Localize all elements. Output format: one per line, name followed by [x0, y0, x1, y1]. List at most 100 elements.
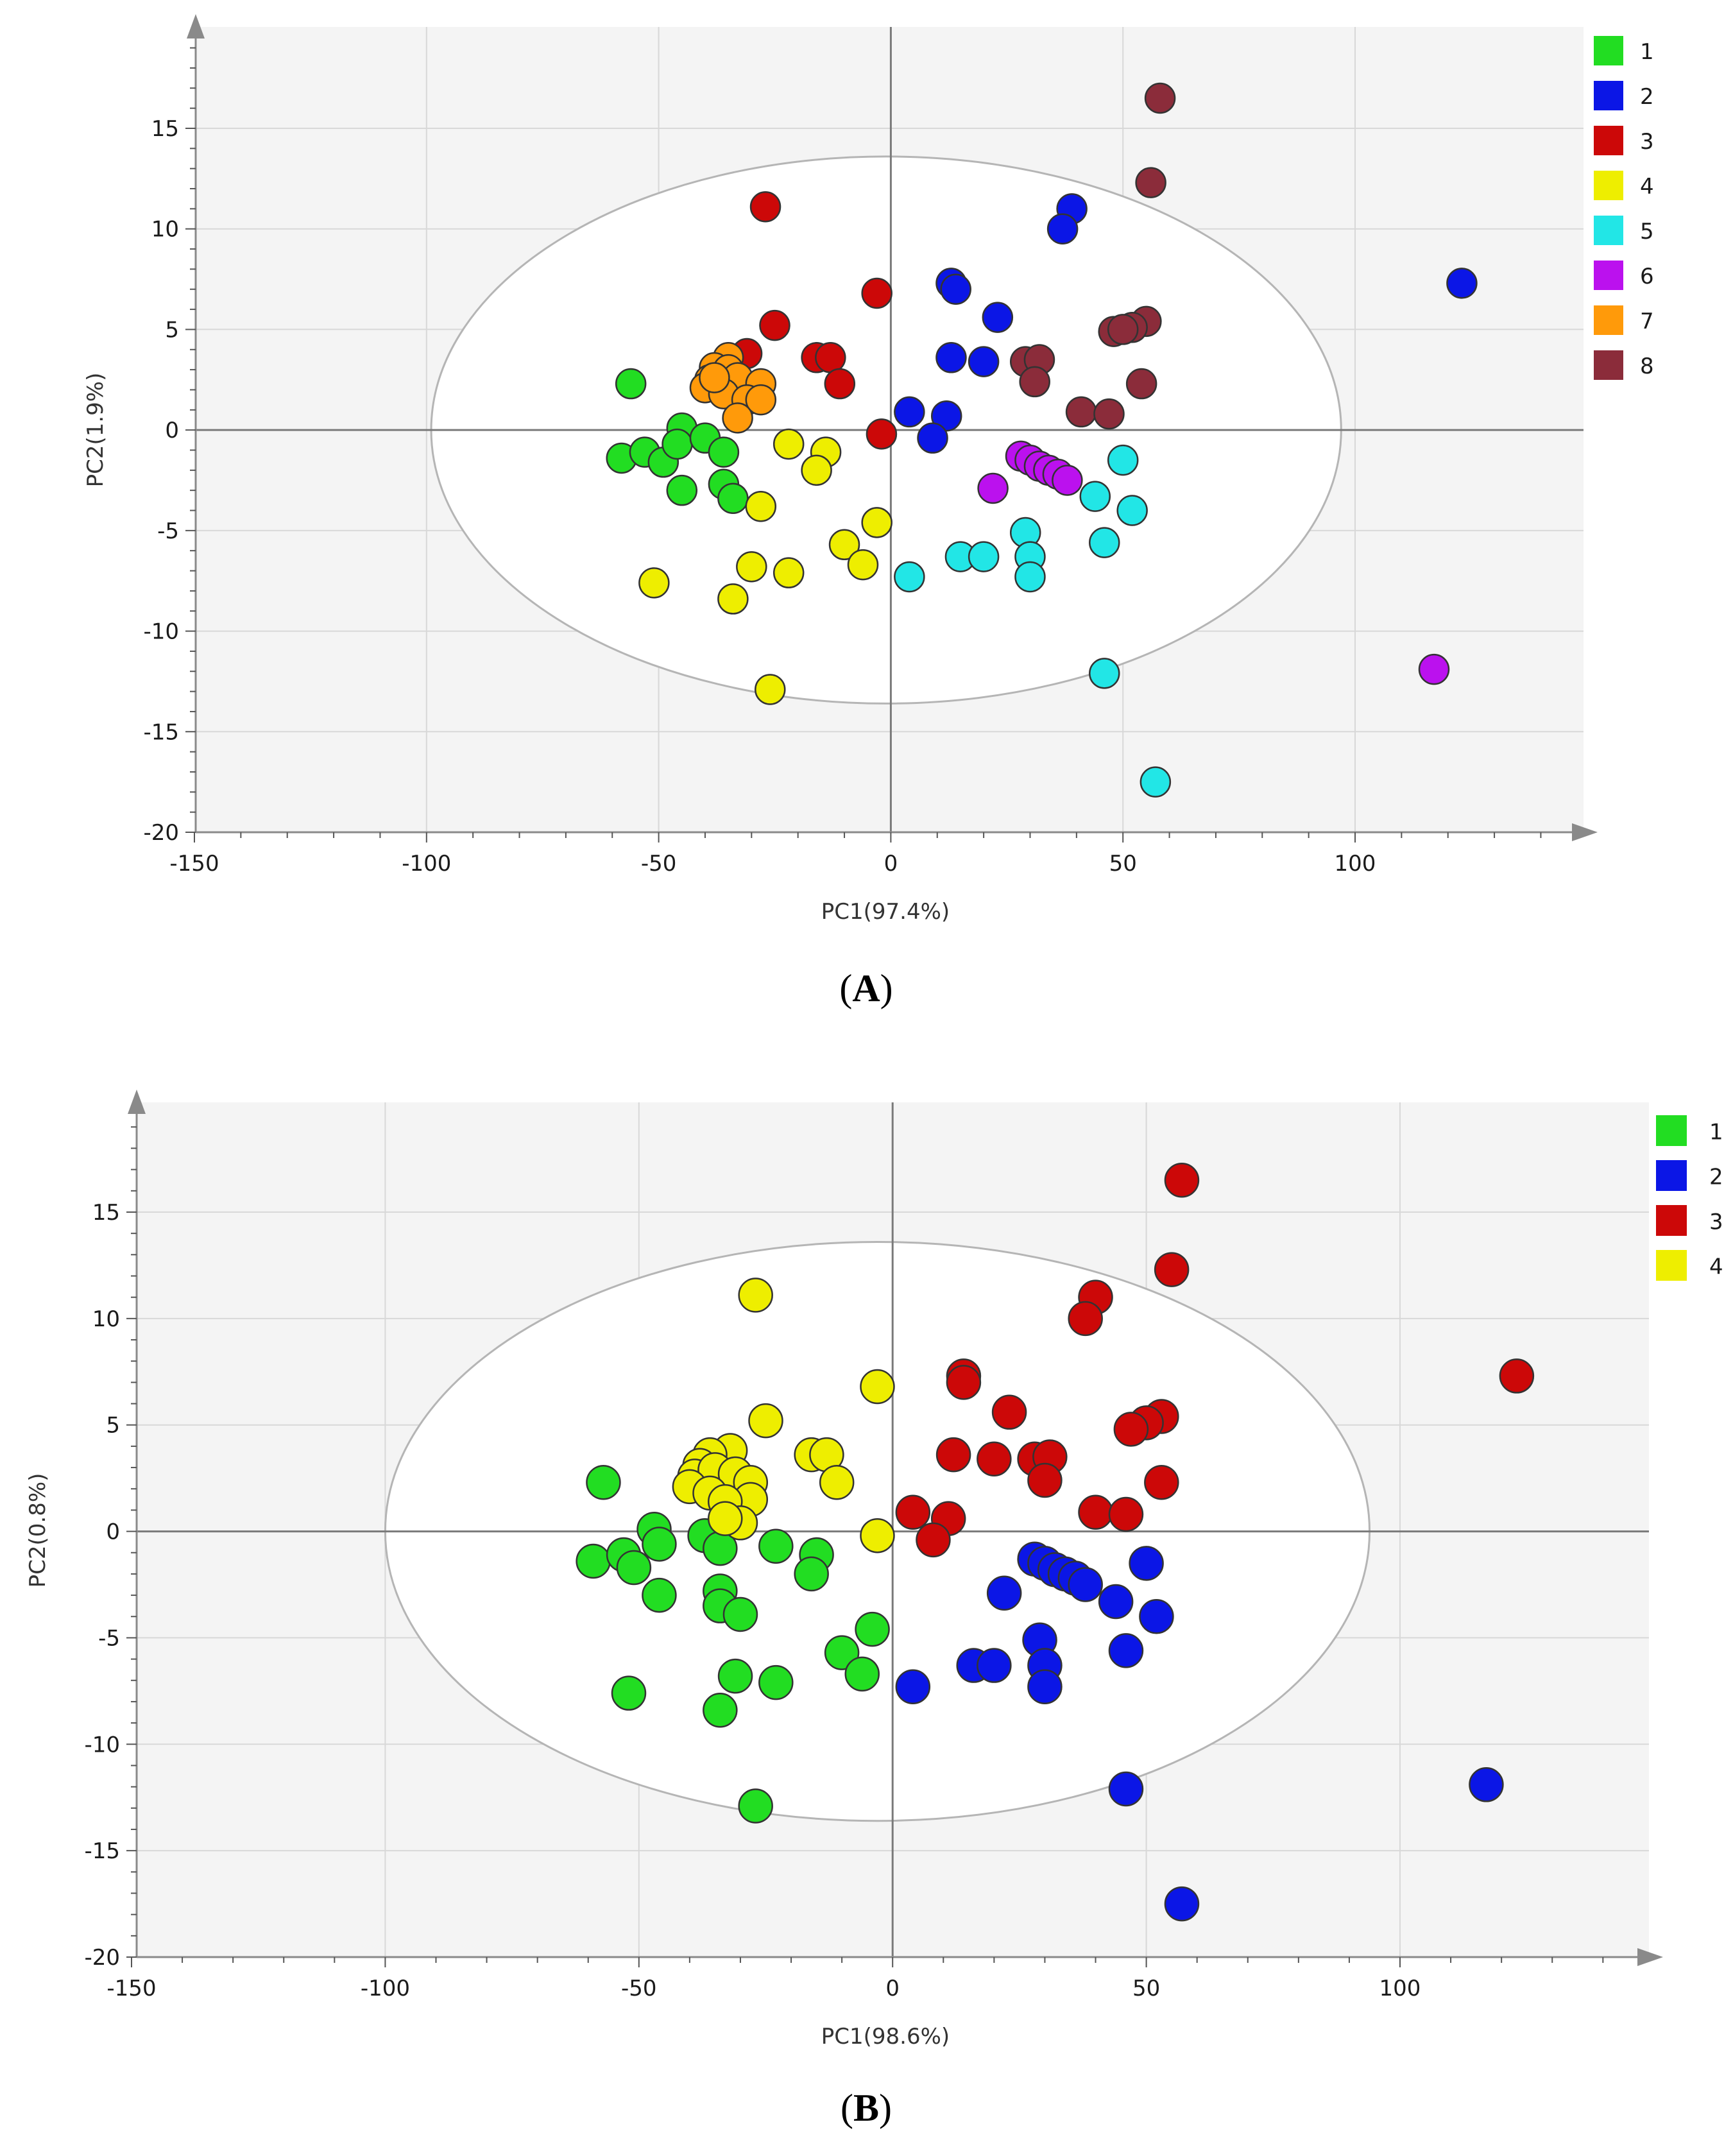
data-point — [1164, 1162, 1200, 1198]
y-tick-label: -10 — [143, 619, 179, 645]
legend-label: 2 — [1640, 84, 1654, 110]
data-point — [1068, 1567, 1103, 1602]
x-tick-label: -100 — [402, 851, 451, 877]
y-tick-label: -20 — [143, 820, 179, 846]
x-tick-label: 50 — [1109, 851, 1137, 877]
data-point — [968, 541, 1000, 572]
x-tick-label: -150 — [107, 1976, 156, 2001]
data-point — [738, 1788, 773, 1824]
data-point — [615, 368, 647, 400]
data-point — [1116, 495, 1148, 526]
data-point — [982, 302, 1014, 333]
panel-letter: A — [852, 967, 880, 1009]
data-point — [894, 396, 925, 428]
legend-swatch — [1656, 1205, 1687, 1236]
data-point — [824, 1635, 860, 1670]
legend-swatch — [1594, 171, 1623, 200]
data-point — [860, 1518, 895, 1553]
legend-swatch — [1594, 36, 1623, 65]
data-point — [708, 436, 740, 468]
y-tick-label: 10 — [151, 217, 179, 243]
x-tick-label: 0 — [885, 1976, 900, 2001]
data-point — [894, 561, 925, 593]
legend-label: 6 — [1640, 264, 1654, 289]
data-point — [824, 368, 856, 400]
data-point — [758, 1528, 794, 1564]
legend-swatch — [1656, 1160, 1687, 1191]
data-point — [930, 400, 962, 432]
legend-label: 1 — [1640, 39, 1654, 65]
x-tick-label: -50 — [641, 851, 677, 877]
data-point — [977, 1441, 1012, 1477]
data-point — [703, 1692, 738, 1728]
data-point — [946, 1365, 982, 1400]
data-point — [1078, 1494, 1113, 1530]
data-point — [717, 1658, 753, 1694]
series-1 — [606, 368, 749, 514]
y-tick-label: 15 — [151, 116, 179, 142]
data-point — [828, 529, 860, 561]
legend-swatch — [1594, 216, 1623, 245]
legend-label: 2 — [1709, 1164, 1723, 1190]
data-point — [1019, 366, 1050, 398]
legend-swatch — [1594, 81, 1623, 110]
data-point — [745, 490, 777, 522]
data-point — [1469, 1767, 1504, 1802]
legend-swatch — [1594, 126, 1623, 155]
legend-label: 8 — [1640, 354, 1654, 379]
data-point — [1108, 1496, 1144, 1532]
data-point — [1079, 481, 1111, 512]
series-8 — [1009, 82, 1176, 430]
x-tick-label: 50 — [1132, 1976, 1160, 2001]
data-point — [758, 1664, 794, 1700]
data-point — [745, 384, 777, 416]
data-point — [860, 1369, 895, 1405]
x-tick-label: 100 — [1379, 1976, 1421, 2001]
data-point — [1108, 1771, 1144, 1807]
data-point — [866, 418, 898, 450]
legend-label: 3 — [1709, 1209, 1723, 1235]
y-tick-label: 0 — [106, 1519, 120, 1545]
data-point — [1107, 444, 1139, 476]
legend: 1 2 3 4 — [1656, 1115, 1723, 1281]
data-point — [642, 1527, 677, 1562]
data-point — [1068, 1301, 1103, 1337]
data-point — [1144, 82, 1176, 114]
series-6 — [977, 440, 1450, 685]
data-point — [749, 191, 781, 223]
data-point — [1014, 561, 1046, 593]
data-point — [642, 1577, 677, 1613]
x-axis-label: PC1(98.6%) — [821, 2024, 950, 2049]
data-point — [1129, 1546, 1164, 1581]
legend-label: 1 — [1709, 1119, 1723, 1145]
data-point — [977, 1648, 1012, 1683]
data-point — [736, 551, 767, 583]
data-point — [638, 567, 670, 599]
data-point — [1089, 527, 1120, 558]
data-point — [1164, 1886, 1200, 1922]
panel-caption: (B) — [841, 2087, 892, 2129]
data-point — [722, 402, 753, 434]
data-point — [968, 346, 1000, 377]
legend-swatch — [1594, 305, 1623, 335]
data-point — [977, 472, 1009, 504]
y-tick-label: -15 — [84, 1838, 120, 1864]
data-point — [1113, 1412, 1149, 1447]
data-point — [1446, 268, 1478, 299]
data-point — [1027, 1669, 1063, 1704]
data-point — [1135, 167, 1166, 198]
data-point — [1052, 465, 1083, 496]
x-axis-arrow — [1637, 1948, 1663, 1966]
series-5 — [894, 444, 1172, 798]
data-point — [1093, 398, 1125, 430]
x-axis-label: PC1(97.4%) — [821, 899, 950, 925]
data-point — [722, 1596, 758, 1632]
data-point — [1046, 213, 1079, 244]
chart-panel-b: -150 -100 -50 0 50 100-20-15-10-5051015PC1(98… — [25, 1090, 1723, 2049]
data-point — [773, 428, 805, 460]
data-point — [1499, 1358, 1535, 1394]
data-point — [855, 1611, 890, 1647]
y-tick-label: 10 — [92, 1306, 120, 1332]
data-point — [748, 1403, 783, 1439]
data-point — [576, 1543, 611, 1579]
